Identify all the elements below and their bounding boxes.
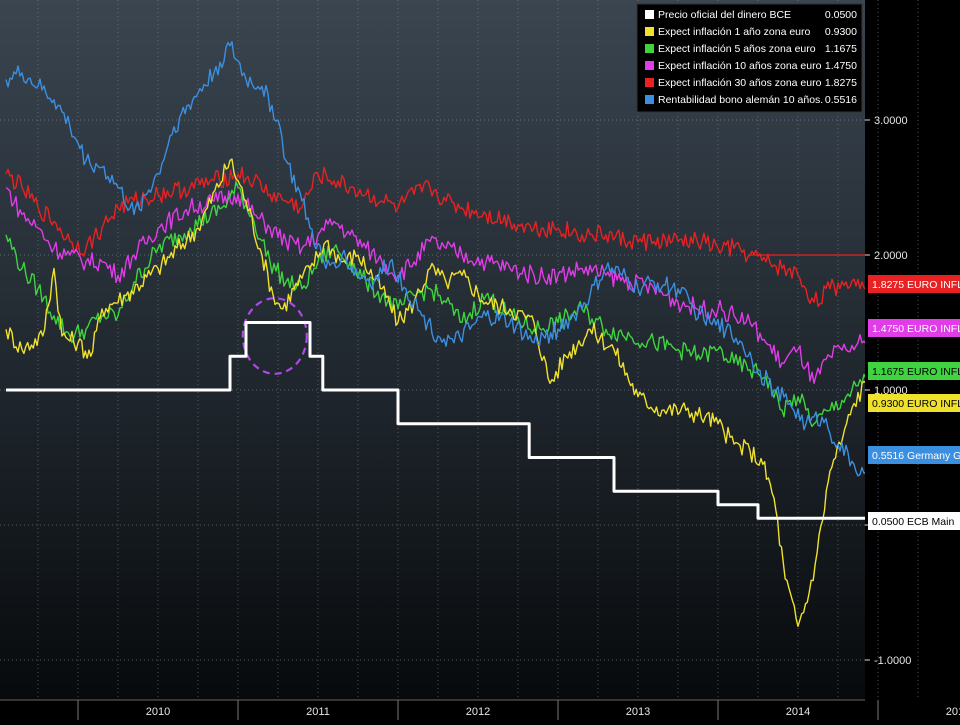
series-line-expect-inflacion-30-anos-zona-euro xyxy=(5,166,865,308)
legend-item-rentabilidad-bono-aleman-10-anos: Rentabilidad bono alemán 10 años. 0.5516 xyxy=(645,94,857,106)
legend: Precio oficial del dinero BCE 0.0500 Expec… xyxy=(636,3,863,113)
x-tick-label: 2010 xyxy=(146,706,170,718)
x-axis-band xyxy=(0,700,960,720)
legend-value: 1.1675 xyxy=(825,43,857,55)
legend-swatch xyxy=(645,10,654,19)
tag-background xyxy=(868,512,960,530)
legend-label: Precio oficial del dinero BCE xyxy=(658,9,791,21)
annotations xyxy=(241,297,308,375)
legend-label: Expect inflación 5 años zona euro xyxy=(658,43,816,55)
legend-value: 1.4750 xyxy=(825,60,857,72)
y-tick-label: 3.0000 xyxy=(874,115,908,127)
x-tick-label: 2012 xyxy=(466,706,490,718)
axis-panel-background xyxy=(865,0,960,700)
x-tick-label: 2014 xyxy=(786,706,810,718)
series-lines xyxy=(5,41,865,627)
x-tick-label: 2013 xyxy=(626,706,650,718)
legend-item-precio-oficial-del-dinero-bce: Precio oficial del dinero BCE 0.0500 xyxy=(645,9,857,21)
tag-label: 0.5516 Germany G xyxy=(872,450,960,462)
tag-label: 1.1675 EURO INFL xyxy=(872,366,960,378)
legend-value: 0.0500 xyxy=(825,9,857,21)
series-line-rentabilidad-bono-aleman-10-anos xyxy=(5,41,865,477)
legend-swatch xyxy=(645,27,654,36)
series-line-expect-inflacion-5-anos-zona-euro xyxy=(5,180,865,428)
legend-swatch xyxy=(645,44,654,53)
legend-item-expect-inflacion-1-ano-zona-euro: Expect inflación 1 año zona euro 0.9300 xyxy=(645,26,857,38)
legend-label: Rentabilidad bono alemán 10 años. xyxy=(658,94,823,106)
last-value-tag-rentabilidad-bono-aleman-10-anos: 0.5516 Germany G xyxy=(868,446,960,464)
last-value-tag-expect-inflacion-1-ano-zona-euro: 0.9300 EURO INFL xyxy=(868,394,960,412)
x-tick-label: 2011 xyxy=(306,706,330,718)
last-value-tag-expect-inflacion-5-anos-zona-euro: 1.1675 EURO INFL xyxy=(868,362,960,380)
grid xyxy=(0,0,919,700)
series-line-precio-oficial-del-dinero-bce xyxy=(6,321,865,520)
legend-swatch xyxy=(645,61,654,70)
last-value-tag-precio-oficial-del-dinero-bce: 0.0500 ECB Main xyxy=(868,512,960,530)
legend-item-expect-inflacion-30-anos-zona-euro: Expect inflación 30 años zona euro 1.8275 xyxy=(645,77,857,89)
legend-label: Expect inflación 10 años zona euro xyxy=(658,60,822,72)
x-tick-label: 2015 xyxy=(946,706,960,718)
tag-background xyxy=(868,394,960,412)
last-value-tags: 1.8275 EURO INFL 1.4750 EURO INFL 1.1675 E… xyxy=(868,275,960,530)
tag-background xyxy=(868,362,960,380)
y-tick-label: 2.0000 xyxy=(874,250,908,262)
legend-label: Expect inflación 30 años zona euro xyxy=(658,77,822,89)
legend-value: 0.5516 xyxy=(825,94,857,106)
tag-label: 0.9300 EURO INFL xyxy=(872,398,960,410)
tag-background xyxy=(868,319,960,337)
series-line-expect-inflacion-1-ano-zona-euro xyxy=(5,158,865,627)
last-value-tag-expect-inflacion-30-anos-zona-euro: 1.8275 EURO INFL xyxy=(868,275,960,293)
tag-background xyxy=(868,446,960,464)
x-axis: 2010 2011 2012 2013 2014 2015 xyxy=(0,699,960,720)
tag-label: 1.4750 EURO INFL xyxy=(872,323,960,335)
tag-label: 1.8275 EURO INFL xyxy=(872,279,960,291)
legend-value: 0.9300 xyxy=(825,26,857,38)
legend-value: 1.8275 xyxy=(825,77,857,89)
legend-swatch xyxy=(645,95,654,104)
legend-label: Expect inflación 1 año zona euro xyxy=(658,26,811,38)
tag-background xyxy=(868,275,960,293)
legend-item-expect-inflacion-10-anos-zona-euro: Expect inflación 10 años zona euro 1.4750 xyxy=(645,60,857,72)
y-tick-label: -1.0000 xyxy=(874,655,911,667)
plot-background xyxy=(0,0,865,700)
last-value-tag-expect-inflacion-10-anos-zona-euro: 1.4750 EURO INFL xyxy=(868,319,960,337)
annotation-ellipse xyxy=(241,297,308,375)
tag-label: 0.0500 ECB Main xyxy=(872,516,954,528)
legend-swatch xyxy=(645,78,654,87)
legend-box xyxy=(636,3,863,113)
legend-item-expect-inflacion-5-anos-zona-euro: Expect inflación 5 años zona euro 1.1675 xyxy=(645,43,857,55)
series-line-expect-inflacion-10-anos-zona-euro xyxy=(5,186,865,384)
